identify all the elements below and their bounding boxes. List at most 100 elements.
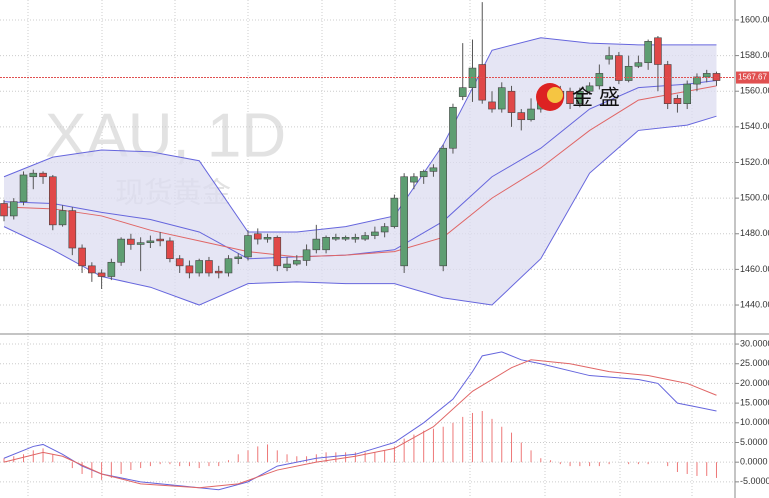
candle-body: [292, 260, 301, 265]
candle-body: [195, 260, 203, 274]
candle-body: [332, 237, 340, 240]
candle-body: [673, 98, 682, 104]
candle-body: [702, 73, 711, 78]
candle-body: [9, 201, 18, 217]
candle-body: [312, 238, 321, 251]
candle-body: [244, 235, 252, 258]
y-tick-label: 1600.00: [740, 14, 769, 24]
logo-text: 金 盛: [572, 87, 620, 110]
y-tick-label: 15.0000: [740, 397, 769, 407]
candle-body: [322, 237, 330, 251]
y-tick-label: 1500.00: [740, 193, 769, 203]
candle-body: [371, 231, 379, 236]
candle-body: [302, 249, 311, 261]
candle-body: [97, 272, 106, 277]
candle-body: [595, 73, 604, 87]
candle-body: [234, 256, 243, 260]
candle-body: [390, 197, 399, 227]
candle-body: [605, 55, 613, 60]
macd-panel: -5.0000 0.0000 5.0000 10.0000 15.0000 20.0000…: [0, 338, 769, 491]
candle-body: [683, 83, 692, 104]
y-tick-label: 0.0000: [740, 457, 768, 467]
candle-body: [439, 147, 448, 267]
candle-body: [566, 90, 574, 104]
candle-body: [253, 233, 262, 240]
candle-body: [507, 90, 516, 113]
candle-body: [156, 238, 164, 242]
candle-body: [214, 270, 223, 274]
candle-body: [624, 65, 633, 81]
candle-body: [0, 203, 8, 217]
candle-body: [68, 210, 77, 249]
overlay-line: [3, 115, 717, 306]
candle-body: [224, 258, 233, 274]
candle-body: [205, 260, 213, 274]
y-tick-label: 1520.00: [740, 157, 769, 167]
y-tick-label: 1480.00: [740, 228, 769, 238]
y-tick-label: -5.0000: [740, 476, 769, 486]
candle-body: [410, 176, 418, 183]
candle-body: [166, 240, 174, 260]
candle-body: [517, 112, 526, 121]
candle-body: [146, 240, 155, 243]
candle-body: [634, 62, 643, 67]
last-price-label: 1567.67: [738, 73, 767, 82]
candle-body: [19, 174, 28, 202]
candle-body: [400, 176, 408, 267]
candle-body: [380, 226, 389, 233]
candle-body: [478, 64, 487, 101]
candle-body: [185, 265, 194, 274]
logo: 金 盛: [536, 83, 620, 111]
y-tick-label: 1580.00: [740, 50, 769, 60]
macd-line: [3, 359, 717, 489]
y-tick-label: 20.0000: [740, 378, 769, 388]
logo-icon-inner: [547, 87, 563, 103]
candle-body: [576, 90, 584, 104]
y-tick-label: 1540.00: [740, 121, 769, 131]
candle-body: [663, 64, 672, 104]
candle-body: [48, 176, 57, 226]
candle-body: [712, 73, 721, 81]
y-tick-label: 1460.00: [740, 264, 769, 274]
candle-body: [497, 87, 506, 110]
candle-body: [644, 41, 652, 64]
candle-body: [361, 235, 369, 240]
y-tick-label: 10.0000: [740, 417, 769, 427]
candle-body: [117, 238, 125, 263]
candle-body: [175, 258, 184, 267]
candle-body: [693, 76, 701, 85]
y-tick-label: 30.0000: [740, 338, 769, 348]
candle-body: [488, 101, 496, 110]
candle-body: [458, 87, 467, 97]
candle-body: [273, 237, 282, 267]
candle-body: [419, 171, 428, 178]
candle-body: [58, 210, 67, 226]
y-tick-label: 1560.00: [740, 86, 769, 96]
candle-body: [654, 37, 662, 65]
candle-body: [341, 237, 350, 240]
candle-body: [449, 106, 457, 149]
overlay-line: [3, 37, 717, 233]
candle-body: [263, 237, 272, 240]
candle-body: [585, 85, 594, 92]
overlay-line: [3, 80, 717, 260]
candle-body: [78, 247, 86, 267]
candle-body: [127, 238, 135, 245]
candle-body: [615, 55, 623, 81]
candle-body: [107, 261, 116, 277]
y-tick-label: 1440.00: [740, 299, 769, 309]
overlay-line: [3, 85, 717, 258]
candle-body: [351, 237, 360, 240]
candle-body: [39, 172, 47, 178]
macd-line: [3, 351, 717, 491]
candle-body: [527, 108, 535, 121]
candle-body: [283, 263, 291, 268]
y-tick-label: 25.0000: [740, 358, 769, 368]
candle-body: [29, 172, 38, 178]
candle-body: [88, 265, 96, 274]
candle-body: [429, 167, 438, 172]
last-price-box: [736, 71, 769, 84]
y-tick-label: 5.0000: [740, 437, 768, 447]
candle-body: [136, 242, 145, 245]
